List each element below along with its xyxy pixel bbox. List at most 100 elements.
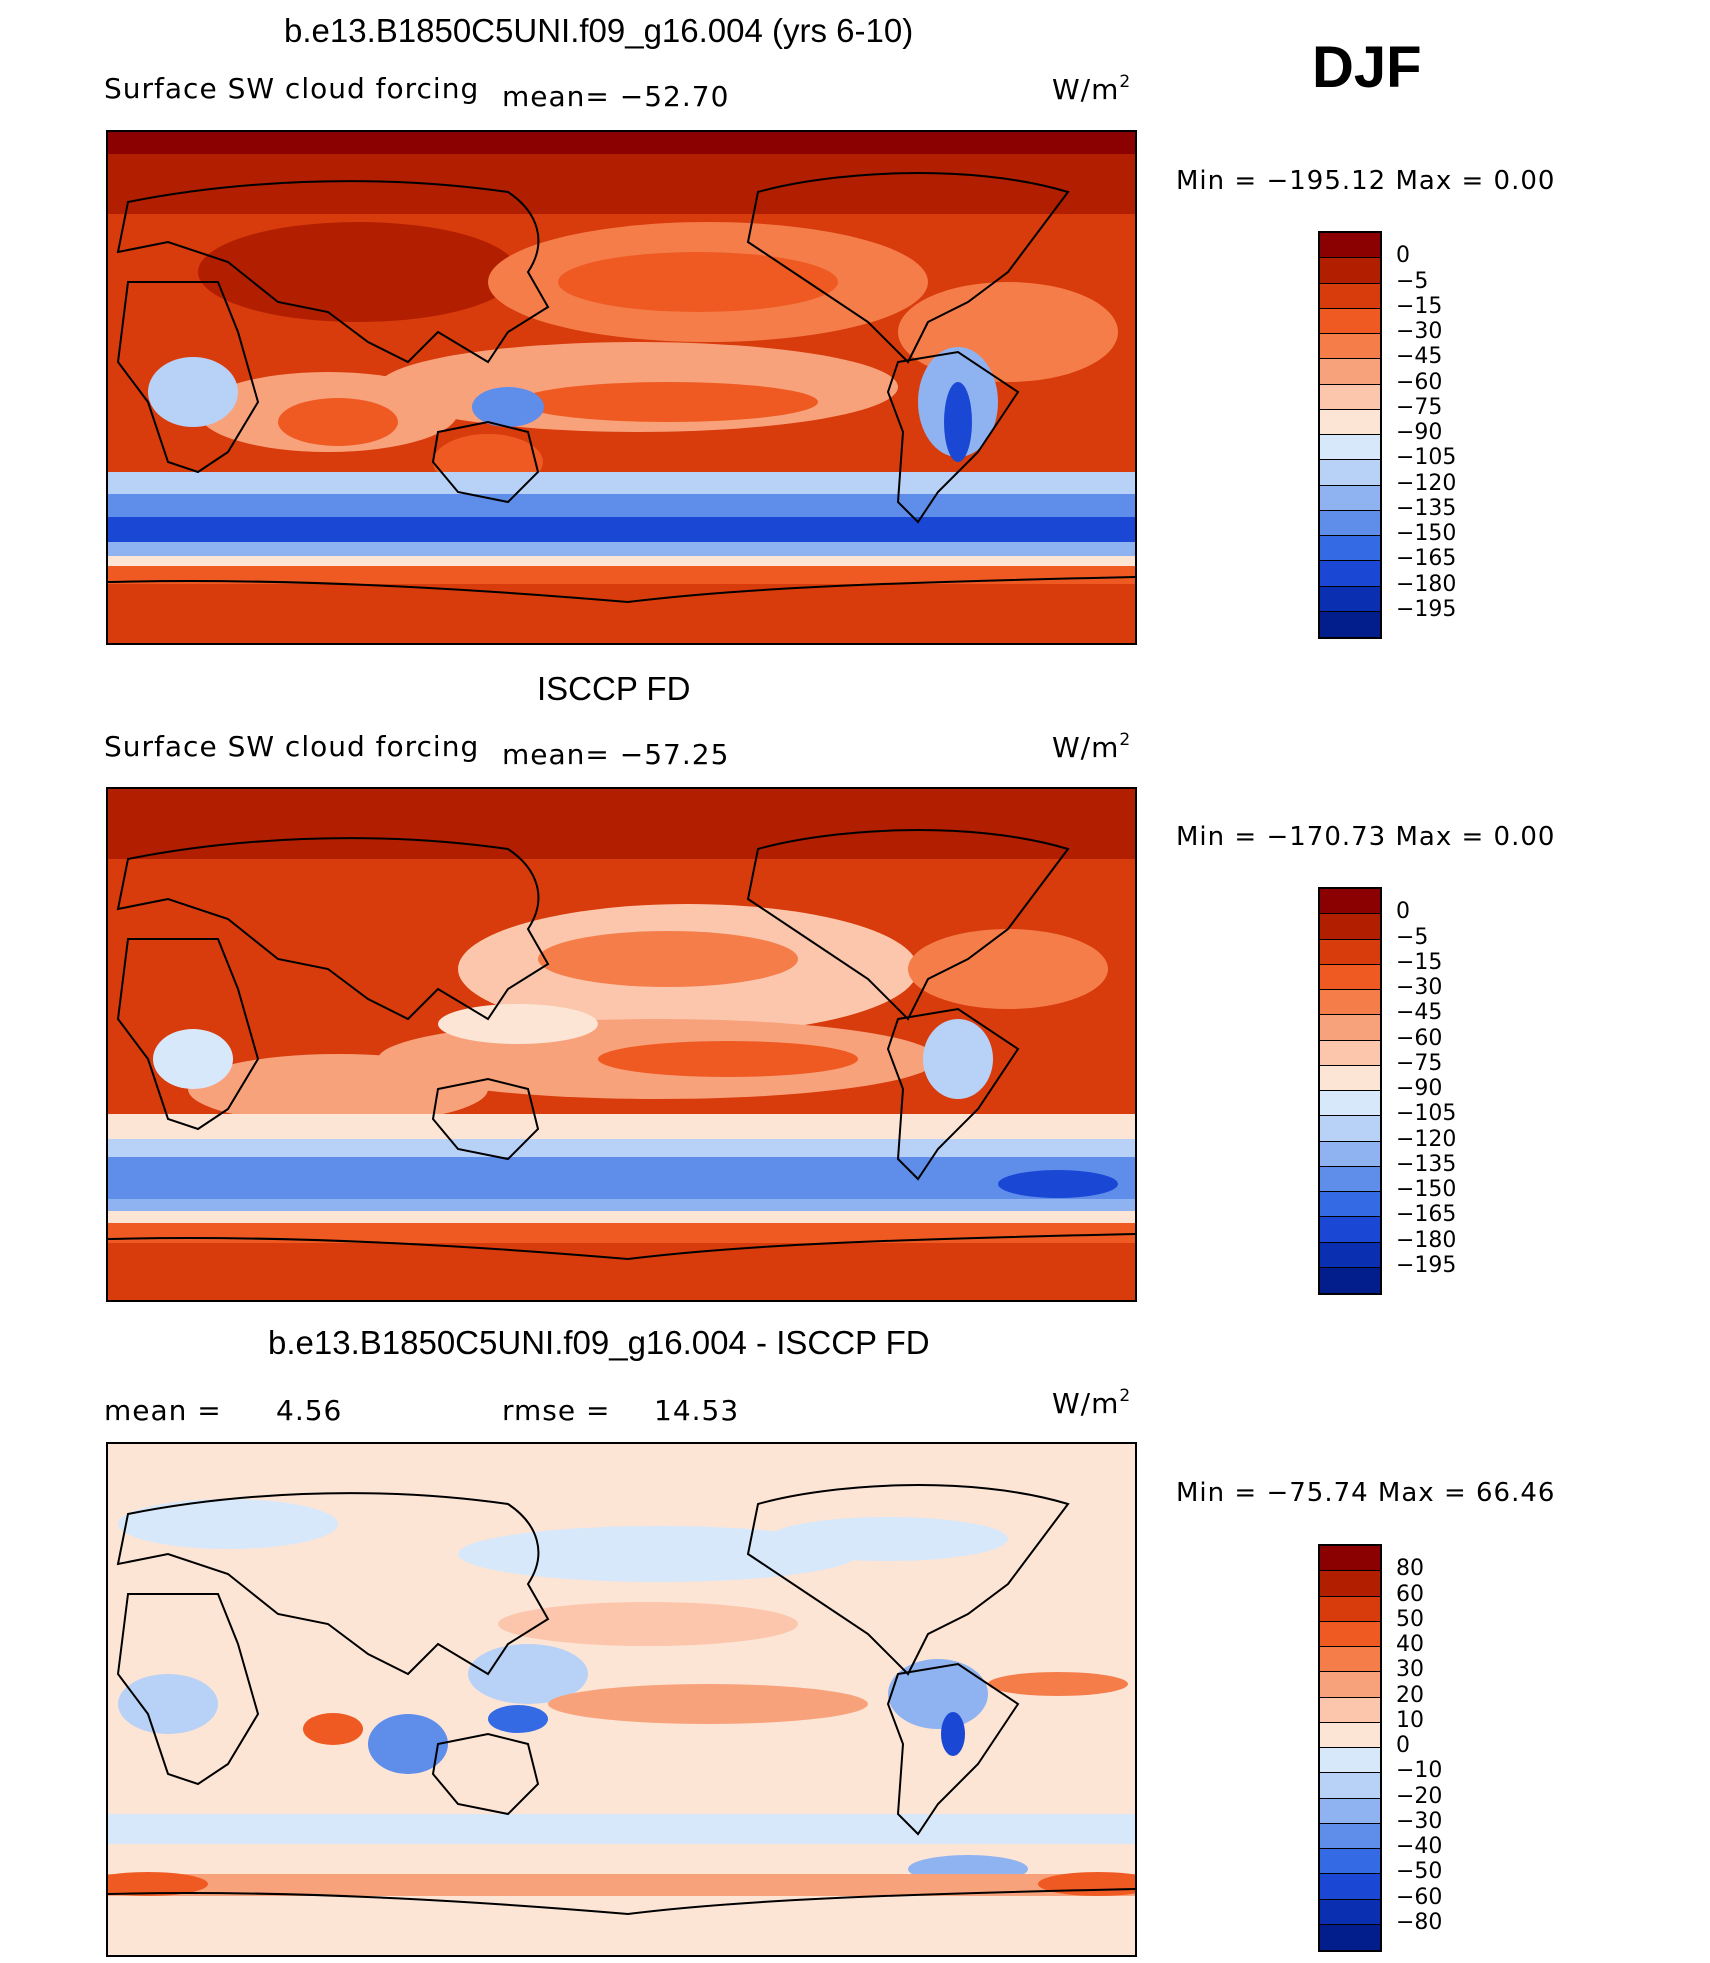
panel-1-units: W/m2	[1052, 72, 1131, 106]
colorbar-label: 10	[1396, 1707, 1424, 1733]
coast-eurasia	[116, 180, 550, 364]
panel-1-minmax: Min = −195.12 Max = 0.00	[1176, 166, 1556, 196]
colorbar-swatch	[1320, 308, 1380, 334]
coast-antarctica	[108, 1233, 1135, 1261]
colorbar-swatch	[1320, 1924, 1380, 1950]
so-band-4	[108, 542, 1135, 558]
colorbar-label: −120	[1396, 1126, 1457, 1152]
maritime-blue	[472, 387, 544, 427]
colorbar-label: −165	[1396, 1202, 1457, 1228]
panel-3-units: W/m2	[1052, 1386, 1131, 1420]
diff-so-blue	[108, 1814, 1135, 1844]
colorbar-swatch	[1320, 460, 1380, 486]
colorbar-swatch	[1320, 1798, 1380, 1824]
so-band-2	[108, 1139, 1135, 1161]
antarctic-band	[108, 1243, 1135, 1300]
samerica-blue	[923, 1019, 993, 1099]
colorbar-label: −20	[1396, 1783, 1443, 1809]
colorbar-swatch	[1320, 889, 1380, 915]
colorbar-label: −30	[1396, 975, 1443, 1000]
colorbar-swatch	[1320, 1899, 1380, 1925]
colorbar-swatch	[1320, 1621, 1380, 1647]
colorbar-swatch	[1320, 233, 1380, 259]
coast-namerica	[746, 1484, 1070, 1676]
colorbar-label: 0	[1396, 243, 1410, 269]
coast-australia	[431, 1077, 540, 1161]
panel-3-title: b.e13.B1850C5UNI.f09_g16.004 - ISCCP FD	[268, 1324, 930, 1361]
colorbar-label: −5	[1396, 924, 1429, 950]
colorbar-label: −180	[1396, 571, 1457, 597]
diff-blue-samerica	[888, 1659, 988, 1729]
tropical-pacific-core	[518, 382, 818, 422]
colorbar-swatch	[1320, 1166, 1380, 1192]
diff-red-tpac	[548, 1684, 868, 1724]
colorbar-label: 30	[1396, 1657, 1424, 1683]
colorbar-label: −80	[1396, 1909, 1443, 1935]
panel-1-colorbar	[1318, 231, 1382, 639]
colorbar-label: 50	[1396, 1606, 1424, 1632]
panel-3-map	[106, 1442, 1137, 1957]
colorbar-label: −45	[1396, 344, 1443, 370]
panel-2-units-text: W/m	[1052, 731, 1120, 764]
panel-3-map-svg	[108, 1444, 1135, 1955]
coast-eurasia	[116, 837, 550, 1021]
colorbar-swatch	[1320, 384, 1380, 410]
colorbar-swatch	[1320, 1242, 1380, 1268]
colorbar-swatch	[1320, 914, 1380, 940]
colorbar-swatch	[1320, 1015, 1380, 1041]
colorbar-swatch	[1320, 1141, 1380, 1167]
colorbar-swatch	[1320, 1647, 1380, 1673]
panel-2-units-exp: 2	[1119, 730, 1132, 750]
colorbar-swatch	[1320, 1849, 1380, 1875]
diff-blue-africa	[118, 1674, 218, 1734]
colorbar-swatch	[1320, 964, 1380, 990]
panel-3-minmax: Min = −75.74 Max = 66.46	[1176, 1478, 1556, 1508]
coastlines	[108, 172, 1135, 604]
so-band-3	[108, 517, 1135, 545]
diff-red-atl	[988, 1672, 1128, 1696]
colorbar-label: −40	[1396, 1834, 1443, 1859]
colorbar-label: −195	[1396, 1252, 1457, 1278]
so-band-2	[108, 494, 1135, 520]
natlantic-region	[908, 929, 1108, 1009]
colorbar-swatch	[1320, 1267, 1380, 1293]
colorbar-label: −50	[1396, 1859, 1443, 1885]
coast-namerica	[746, 172, 1070, 364]
panel-2-minmax: Min = −170.73 Max = 0.00	[1176, 822, 1556, 852]
so-band-5	[108, 556, 1135, 566]
colorbar-swatch	[1320, 1874, 1380, 1900]
colorbar-label: −165	[1396, 546, 1457, 572]
colorbar-label: 40	[1396, 1632, 1424, 1657]
coast-eurasia	[116, 1492, 550, 1676]
colorbar-label: −60	[1396, 369, 1443, 395]
colorbar-swatch	[1320, 939, 1380, 965]
coastlines	[108, 1484, 1135, 1916]
asia-dark	[198, 222, 518, 322]
panel-3-units-text: W/m	[1052, 1387, 1120, 1420]
season-label: DJF	[1312, 35, 1422, 100]
coast-samerica	[886, 1007, 1020, 1181]
colorbar-swatch	[1320, 1040, 1380, 1066]
colorbar-label: −150	[1396, 1177, 1457, 1202]
colorbar-label: −150	[1396, 521, 1457, 546]
panel-2-title: ISCCP FD	[537, 670, 691, 707]
colorbar-swatch	[1320, 1596, 1380, 1622]
panel-3-rmse-value: 14.53	[654, 1394, 740, 1427]
colorbar-label: −180	[1396, 1227, 1457, 1253]
coast-australia	[431, 420, 540, 504]
arctic-band	[108, 132, 1135, 154]
colorbar-label: −60	[1396, 1025, 1443, 1051]
panel-1-map	[106, 130, 1137, 645]
diff-red-indian	[303, 1713, 363, 1745]
coast-africa	[116, 281, 260, 474]
africa-blue	[153, 1029, 233, 1089]
colorbar-label: 0	[1396, 1733, 1410, 1758]
colorbar-swatch	[1320, 536, 1380, 562]
diff-blue-npac	[458, 1526, 858, 1582]
colorbar-label: −30	[1396, 1808, 1443, 1834]
indian-ocean	[188, 1054, 488, 1124]
colorbar-swatch	[1320, 1571, 1380, 1597]
panel-2-map-svg	[108, 789, 1135, 1300]
colorbar-swatch	[1320, 283, 1380, 309]
colorbar-label: −60	[1396, 1884, 1443, 1910]
